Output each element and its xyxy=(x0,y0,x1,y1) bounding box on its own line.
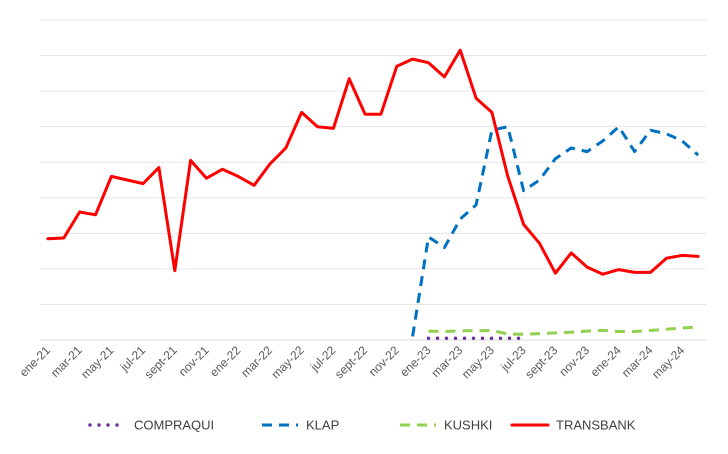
x-tick-label: nov-23 xyxy=(556,343,592,379)
x-tick-label: nov-21 xyxy=(176,343,212,379)
x-tick-label: sept-22 xyxy=(332,343,370,381)
x-tick-label: may-21 xyxy=(78,343,116,381)
legend-label-klap: KLAP xyxy=(306,418,339,433)
x-tick-label: mar-21 xyxy=(48,343,85,380)
legend-label-compraqui: COMPRAQUI xyxy=(134,418,214,433)
x-tick-label: nov-22 xyxy=(366,343,402,379)
series-line-klap xyxy=(411,125,700,337)
x-tick-label: ene-22 xyxy=(207,343,244,380)
series-line-transbank xyxy=(46,48,700,276)
x-tick-label: mar-23 xyxy=(429,343,466,380)
gridlines xyxy=(40,19,706,341)
x-tick-label: sept-21 xyxy=(142,343,180,381)
x-tick-label: may-24 xyxy=(649,343,687,381)
x-tick-label: sept-23 xyxy=(522,343,560,381)
series-line-kushki xyxy=(428,325,699,336)
series-lines xyxy=(46,48,700,340)
legend-label-kushki: KUSHKI xyxy=(444,418,492,433)
legend-label-transbank: TRANSBANK xyxy=(556,418,636,433)
x-tick-label: may-22 xyxy=(269,343,307,381)
legend: COMPRAQUI KLAP KUSHKI TRANSBANK xyxy=(88,418,636,433)
x-tick-label: mar-22 xyxy=(238,343,275,380)
x-tick-label: may-23 xyxy=(459,343,497,381)
x-tick-label: ene-21 xyxy=(17,343,54,380)
x-tick-label: ene-24 xyxy=(588,343,625,380)
x-tick-label: ene-23 xyxy=(397,343,434,380)
x-tick-label: mar-24 xyxy=(619,343,656,380)
